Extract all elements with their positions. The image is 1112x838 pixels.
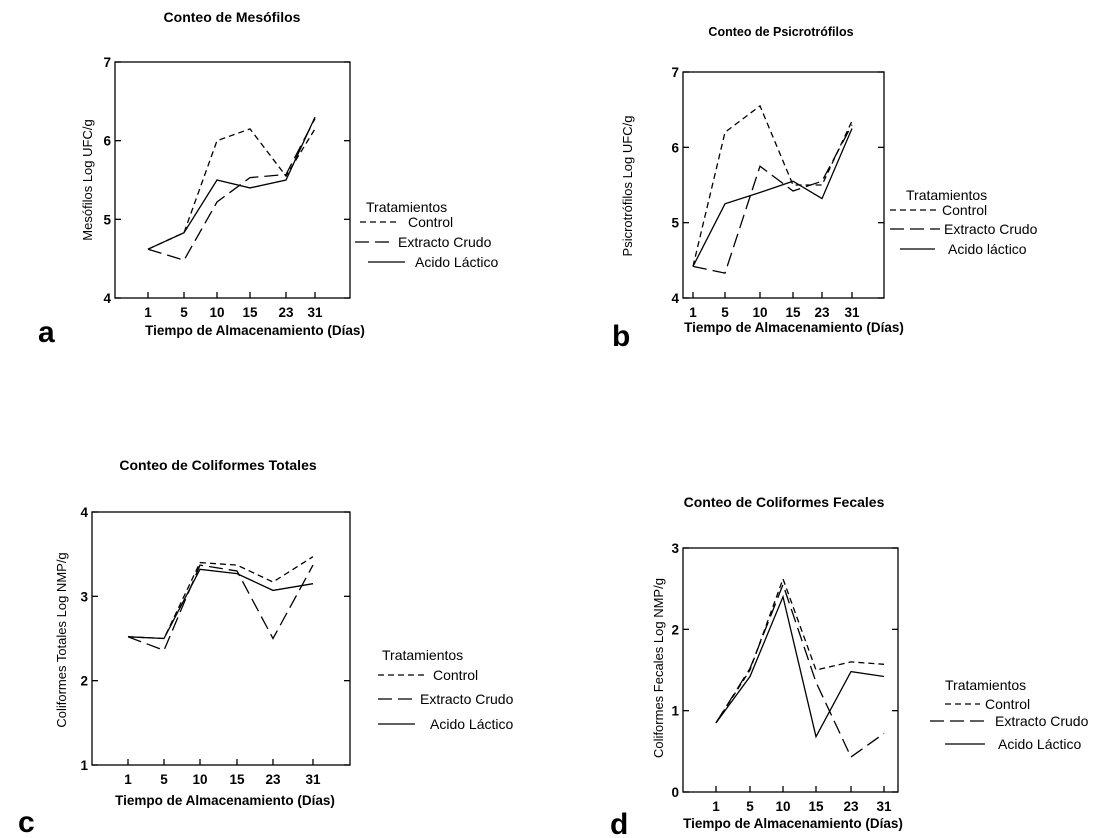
y-tick-label: 5 (103, 212, 111, 227)
x-tick-label: 5 (160, 772, 168, 787)
chart-title: Conteo de Coliformes Totales (119, 457, 317, 473)
legend-title: Tratamientos (906, 187, 987, 203)
plot-frame (682, 71, 885, 299)
legend-label: Control (433, 667, 478, 683)
series-line-extracto-crudo (692, 124, 853, 274)
legend-label: Acido Láctico (430, 716, 513, 732)
legend-label: Extracto Crudo (995, 713, 1089, 729)
y-axis-label: Psicrotrófilos Log UFC/g (620, 116, 635, 257)
legend-label: Acido Láctico (998, 736, 1081, 752)
legend-label: Extracto Crudo (420, 691, 514, 707)
y-tick-label: 4 (671, 291, 679, 306)
x-tick-label: 15 (242, 305, 258, 320)
x-tick-label: 15 (808, 799, 824, 814)
x-tick-label: 10 (209, 305, 224, 320)
legend-title: Tratamientos (382, 647, 463, 663)
series-line-acido-lactico (127, 568, 314, 640)
x-tick-label: 15 (785, 305, 801, 320)
x-tick-label: 1 (712, 799, 720, 814)
y-tick-label: 3 (80, 589, 88, 604)
series-line-acido-lactico (715, 594, 885, 739)
y-tick-label: 7 (671, 65, 679, 80)
legend-label: Extracto Crudo (944, 221, 1038, 237)
x-tick-label: 31 (844, 305, 860, 320)
series-line-extracto-crudo (127, 564, 314, 652)
y-tick-label: 2 (671, 622, 679, 637)
x-tick-label: 31 (305, 772, 321, 787)
x-tick-label: 10 (192, 772, 207, 787)
y-tick-label: 4 (103, 291, 111, 306)
chart-title: Conteo de Coliformes Fecales (684, 494, 885, 510)
series-line-extracto-crudo (715, 582, 885, 758)
y-tick-label: 1 (671, 704, 679, 719)
legend-label: Control (985, 696, 1030, 712)
plot-frame (114, 61, 351, 299)
legend-label: Acido Láctico (415, 254, 498, 270)
y-tick-label: 4 (80, 505, 88, 520)
x-tick-label: 23 (843, 799, 859, 814)
y-axis-label: Coliformes Fecales Log NMP/g (651, 578, 666, 758)
x-tick-label: 5 (721, 305, 729, 320)
series-line-control (715, 576, 885, 724)
x-tick-label: 10 (752, 305, 767, 320)
x-tick-label: 31 (876, 799, 892, 814)
y-tick-label: 6 (103, 134, 111, 149)
legend-label: Control (408, 214, 453, 230)
y-tick-label: 6 (671, 140, 679, 155)
chart-title: Conteo de Mesófilos (164, 9, 301, 25)
y-axis-label: Mesófilos Log UFC/g (80, 119, 95, 240)
y-tick-label: 3 (671, 541, 679, 556)
x-tick-label: 15 (229, 772, 245, 787)
x-tick-label: 23 (265, 772, 281, 787)
y-axis-label: Coliformes Totales Log NMP/g (54, 552, 69, 727)
x-tick-label: 23 (814, 305, 830, 320)
series-line-control (692, 104, 853, 267)
y-tick-label: 0 (671, 785, 679, 800)
panel-letter: a (38, 316, 55, 349)
series-line-control (147, 128, 316, 250)
legend-title: Tratamientos (366, 199, 447, 215)
x-tick-label: 5 (746, 799, 754, 814)
plot-frame (91, 511, 351, 766)
legend: Tratamientos Control Extracto Crudo Acido L… (378, 647, 514, 732)
x-tick-label: 31 (307, 305, 323, 320)
x-axis-label: Tiempo de Almacenamiento (Días) (145, 323, 365, 338)
x-tick-label: 10 (775, 799, 790, 814)
x-axis-label: Tiempo de Almacenamiento (Días) (684, 320, 904, 335)
legend-label: Extracto Crudo (398, 234, 492, 250)
legend-title: Tratamientos (945, 677, 1026, 693)
legend-label: Control (942, 202, 987, 218)
chart-title: Conteo de Psicrotrófilos (708, 25, 853, 39)
x-tick-label: 5 (180, 305, 188, 320)
x-tick-label: 1 (124, 772, 132, 787)
panel-letter: c (18, 806, 35, 838)
panel-letter: d (610, 808, 628, 838)
series-line-acido-lactico (147, 116, 316, 250)
legend-label: Acido láctico (948, 241, 1027, 257)
y-tick-label: 7 (103, 55, 111, 70)
x-tick-label: 1 (144, 305, 152, 320)
panel-letter: b (612, 320, 630, 353)
y-tick-label: 2 (80, 674, 88, 689)
x-tick-label: 1 (689, 305, 697, 320)
x-tick-label: 23 (278, 305, 294, 320)
plot-frame (682, 547, 899, 793)
x-axis-label: Tiempo de Almacenamiento (Días) (683, 816, 903, 831)
y-tick-label: 5 (671, 216, 679, 231)
y-tick-label: 1 (80, 758, 88, 773)
x-axis-label: Tiempo de Almacenamiento (Días) (115, 793, 335, 808)
series-line-acido-lactico (692, 128, 853, 267)
series-line-extracto-crudo (147, 118, 316, 261)
